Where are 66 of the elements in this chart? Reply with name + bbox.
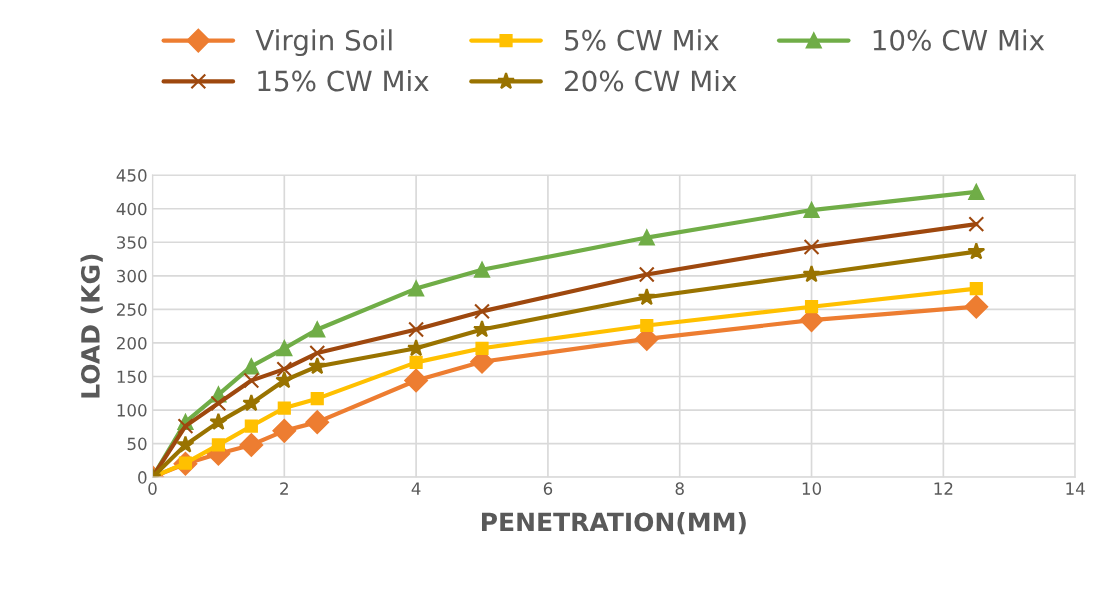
legend-label: Virgin Soil xyxy=(255,29,392,57)
y-tick-label: 200 xyxy=(117,336,147,350)
x-tick-label: 8 xyxy=(675,482,684,495)
point xyxy=(803,202,820,219)
y-tick-label: 150 xyxy=(117,370,147,384)
point xyxy=(638,266,655,283)
x-axis-title: PENETRATION(MM) xyxy=(482,512,746,535)
y-tick-label: 300 xyxy=(117,269,147,283)
point xyxy=(409,355,423,369)
x-tick-label: 0 xyxy=(148,482,157,495)
point xyxy=(177,418,194,435)
x-tick-label: 14 xyxy=(1066,482,1085,495)
point xyxy=(964,294,989,319)
point xyxy=(804,300,819,314)
point xyxy=(474,303,490,320)
point xyxy=(243,358,260,375)
point xyxy=(308,357,327,375)
y-axis-title: LOAD (KG) xyxy=(80,254,103,398)
y-tick-label: 250 xyxy=(117,303,147,316)
point xyxy=(969,281,983,296)
x-tick-label: 10 xyxy=(802,482,822,495)
point xyxy=(640,318,654,333)
point xyxy=(176,435,195,453)
y-tick-label: 50 xyxy=(127,437,147,451)
legend-label: 5% CW Mix xyxy=(565,29,719,51)
y-tick-label: 100 xyxy=(117,404,147,417)
point xyxy=(272,419,297,443)
point xyxy=(967,242,986,260)
point xyxy=(275,371,294,389)
legend-label: 20% CW Mix xyxy=(565,70,737,92)
point xyxy=(276,340,293,357)
point xyxy=(637,287,656,306)
point xyxy=(968,216,985,233)
x-tick-label: 2 xyxy=(280,482,288,495)
point xyxy=(242,393,261,412)
point xyxy=(474,261,490,278)
point xyxy=(802,265,821,283)
point xyxy=(803,238,820,255)
point xyxy=(310,392,324,406)
x-tick-label: 6 xyxy=(543,482,553,495)
point xyxy=(211,438,225,452)
point xyxy=(309,345,326,361)
point xyxy=(244,419,258,433)
point xyxy=(239,433,264,457)
y-tick-label: 450 xyxy=(116,169,147,182)
legend-label: 10% CW Mix xyxy=(873,29,1045,51)
x-tick-label: 4 xyxy=(411,482,421,495)
y-tick-label: 350 xyxy=(117,236,147,249)
point xyxy=(243,372,260,389)
point xyxy=(210,395,227,412)
point xyxy=(209,412,228,430)
point xyxy=(408,321,425,338)
point xyxy=(408,280,425,297)
point xyxy=(309,321,326,338)
y-tick-label: 400 xyxy=(116,202,147,216)
point xyxy=(277,401,291,415)
x-tick-label: 12 xyxy=(934,482,953,495)
point xyxy=(473,320,491,338)
legend-label: 15% CW Mix xyxy=(258,70,429,92)
point xyxy=(968,183,985,200)
point xyxy=(276,361,293,378)
point xyxy=(404,368,428,393)
point xyxy=(638,229,655,246)
y-tick-label: 0 xyxy=(138,471,147,484)
point xyxy=(475,341,489,355)
point xyxy=(305,410,330,434)
